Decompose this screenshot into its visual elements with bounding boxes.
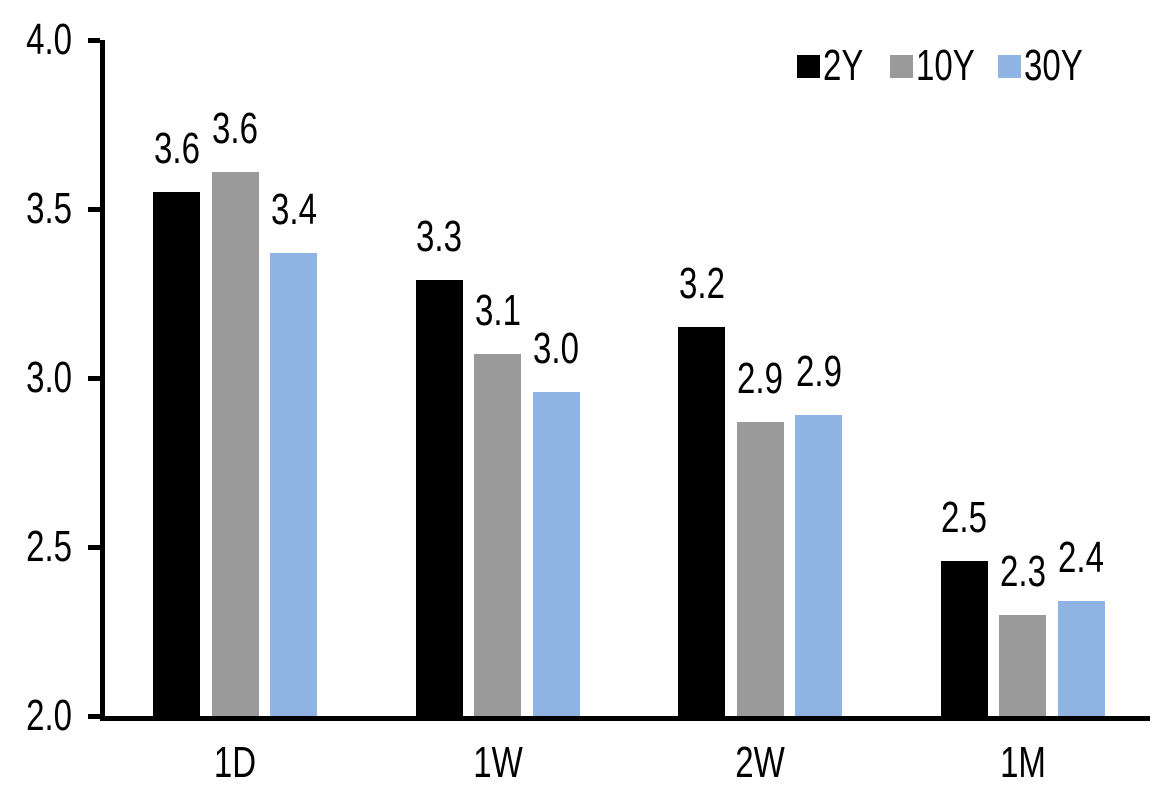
bar-value-label-10y-1m: 2.3 [999, 546, 1046, 596]
bar-value-label-30y-1m: 2.4 [1058, 533, 1104, 583]
legend-label-2y: 2Y [823, 41, 864, 90]
y-tick-label-3-0: 3.0 [26, 353, 72, 402]
legend-label-30y: 30Y [1024, 41, 1083, 90]
bar-10y-1m [999, 614, 1046, 716]
legend-swatch-10y [890, 54, 913, 78]
plot-area: 3.6 3.3 3.2 2.5 3.6 3.1 2.9 2.3 3.4 3.0 2.9 2.4 [100, 40, 1150, 721]
y-tick-mark-2-5 [88, 544, 100, 550]
bar-10y-2w [736, 421, 784, 716]
bar-2y-1w [415, 279, 463, 716]
y-tick-label-2-5: 2.5 [26, 522, 72, 571]
legend-item-2y: 2Y [797, 44, 877, 88]
bar-value-label-2y-2w: 3.2 [678, 259, 725, 309]
legend-swatch-2y [797, 54, 820, 78]
y-tick-mark-3-0 [88, 375, 100, 381]
bar-value-label-30y-1w: 3.0 [533, 323, 579, 373]
bar-2y-2w [678, 327, 725, 716]
bar-2y-1d [153, 192, 200, 716]
y-tick-label-3-5: 3.5 [26, 184, 72, 233]
y-tick-label-4-0: 4.0 [26, 15, 72, 64]
legend-item-10y: 10Y [890, 44, 994, 88]
y-tick-mark-3-5 [88, 206, 100, 212]
y-tick-mark-2-0 [88, 713, 100, 719]
bar-30y-1w [532, 391, 580, 716]
y-tick-mark-4-0 [88, 37, 100, 43]
bar-2y-1m [940, 560, 988, 716]
x-category-label-1w: 1W [472, 738, 523, 787]
bar-30y-2w [795, 415, 842, 716]
bar-30y-1d [270, 252, 317, 716]
x-category-label-1m: 1M [999, 738, 1046, 787]
bar-value-label-2y-1d: 3.6 [153, 124, 200, 174]
bar-value-label-10y-2w: 2.9 [737, 353, 783, 403]
x-category-label-2w: 2W [735, 738, 785, 787]
bar-value-label-2y-1m: 2.5 [941, 492, 987, 542]
bar-value-label-10y-1w: 3.1 [474, 286, 521, 336]
bar-10y-1d [211, 171, 259, 716]
x-category-label-1d: 1D [213, 738, 257, 787]
bar-value-label-30y-2w: 2.9 [795, 347, 842, 397]
bar-value-label-10y-1d: 3.6 [212, 103, 258, 153]
bar-30y-1m [1057, 601, 1105, 716]
legend-swatch-30y [998, 54, 1021, 78]
bar-10y-1w [474, 354, 521, 716]
y-tick-label-2-0: 2.0 [26, 691, 72, 740]
legend-item-30y: 30Y [998, 44, 1102, 88]
legend-label-10y: 10Y [916, 41, 975, 90]
bar-value-label-30y-1d: 3.4 [270, 184, 317, 234]
bar-value-label-2y-1w: 3.3 [416, 211, 462, 261]
